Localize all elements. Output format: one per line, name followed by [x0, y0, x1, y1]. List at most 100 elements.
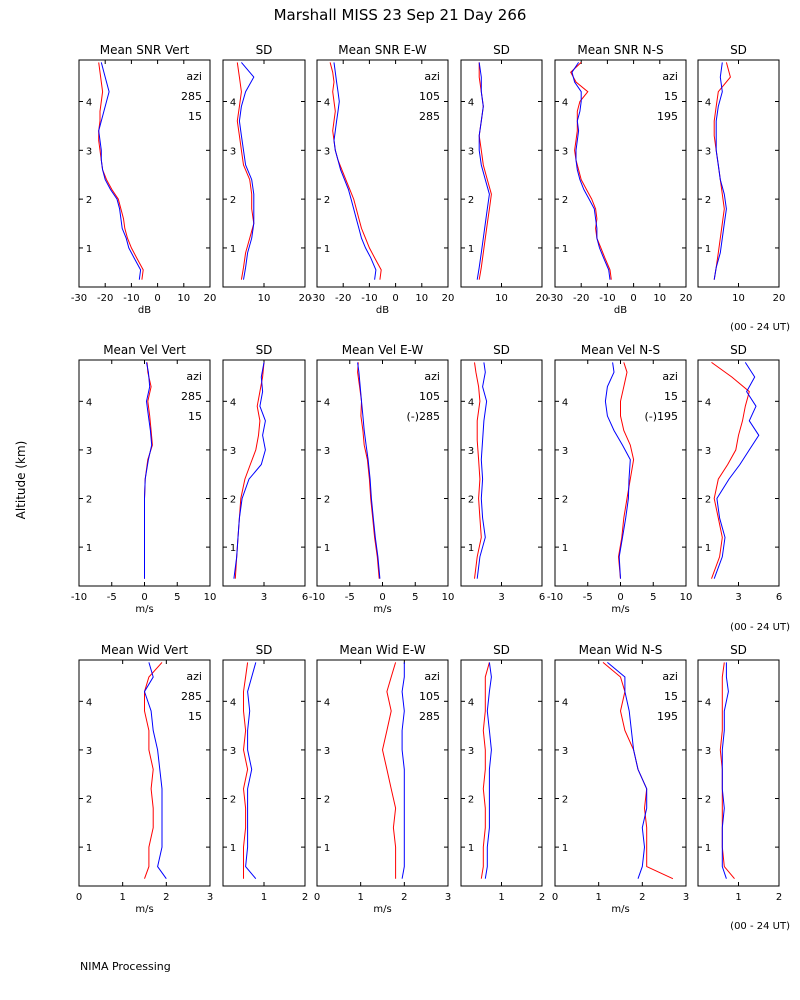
x-tick-label: -10 — [599, 293, 615, 304]
x-tick-label: 0 — [141, 592, 147, 603]
legend-blue: 15 — [188, 410, 202, 423]
y-tick-label: 2 — [705, 195, 711, 206]
series-line-blue — [604, 362, 631, 579]
x-tick-label: 0 — [314, 892, 320, 903]
series-line-red — [474, 362, 482, 579]
y-tick-label: 3 — [468, 446, 474, 457]
legend-red: 105 — [419, 390, 440, 403]
panel-title: SD — [730, 643, 747, 657]
time-note-row-3: (00 - 24 UT) — [730, 921, 790, 932]
y-tick-label: 4 — [86, 697, 92, 708]
panel-snr-2: Mean SNR E-W 1 2 3 4 -30 -20 -10 0 10 20 dB azi 105 28… — [309, 43, 455, 316]
y-tick-label: 4 — [562, 697, 568, 708]
x-axis-label: dB — [138, 305, 151, 316]
panel-title: Mean SNR E-W — [338, 43, 427, 57]
x-tick-label: 20 — [442, 293, 455, 304]
x-tick-label: 2 — [776, 892, 782, 903]
x-tick-label: -10 — [361, 293, 377, 304]
y-tick-label: 1 — [86, 244, 92, 255]
y-tick-label: 4 — [705, 97, 711, 108]
x-tick-label: 0 — [392, 293, 398, 304]
legend-red: 15 — [664, 90, 678, 103]
series-line-blue — [607, 662, 648, 879]
panel-wid-0: Mean Wid Vert 1 2 3 4 0 1 2 3 m/s azi 285 15 — [76, 643, 213, 915]
x-tick-label: -5 — [345, 592, 355, 603]
y-tick-label: 3 — [705, 446, 711, 457]
panel-title: SD — [730, 343, 747, 357]
series-line-red — [570, 62, 612, 280]
series-line-blue — [143, 662, 167, 879]
legend-header: azi — [186, 670, 202, 683]
series-line-blue — [401, 662, 405, 879]
panel-title: Mean SNR Vert — [100, 43, 190, 57]
panel-title: SD — [256, 343, 273, 357]
x-tick-label: 2 — [401, 892, 407, 903]
x-tick-label: 10 — [258, 293, 271, 304]
series-line-red — [242, 662, 249, 879]
y-tick-label: 2 — [705, 495, 711, 506]
y-tick-label: 4 — [468, 97, 474, 108]
series-line-red — [480, 662, 490, 879]
series-line-red — [602, 662, 674, 880]
legend-blue: (-)195 — [644, 410, 678, 423]
x-tick-label: 6 — [776, 592, 782, 603]
x-tick-label: -5 — [107, 592, 117, 603]
x-tick-label: -10 — [309, 592, 325, 603]
y-tick-label: 3 — [230, 146, 236, 157]
panel-wid-3: SD 1 2 3 4 1 2 — [460, 643, 545, 903]
y-tick-label: 4 — [324, 397, 330, 408]
x-tick-label: 10 — [204, 592, 217, 603]
legend-red: 15 — [664, 390, 678, 403]
x-tick-label: 0 — [630, 293, 636, 304]
series-line-red — [234, 362, 265, 579]
panel-title: Mean Vel E-W — [342, 343, 424, 357]
x-tick-label: -20 — [97, 293, 113, 304]
y-tick-label: 2 — [230, 495, 236, 506]
y-tick-label: 1 — [705, 843, 711, 854]
y-tick-label: 2 — [562, 495, 568, 506]
series-line-red — [98, 62, 144, 280]
y-tick-label: 1 — [468, 244, 474, 255]
x-tick-label: 20 — [680, 293, 693, 304]
panel-title: SD — [493, 343, 510, 357]
panel-frame — [316, 59, 449, 288]
x-tick-label: 1 — [357, 892, 363, 903]
series-line-red — [236, 62, 255, 280]
x-tick-label: 0 — [552, 892, 558, 903]
x-tick-label: 5 — [174, 592, 180, 603]
panel-title: SD — [256, 643, 273, 657]
x-axis-label: m/s — [611, 904, 629, 915]
x-tick-label: 2 — [639, 892, 645, 903]
y-tick-label: 3 — [324, 746, 330, 757]
y-tick-label: 3 — [324, 446, 330, 457]
x-axis-label: m/s — [135, 904, 153, 915]
panel-title: SD — [730, 43, 747, 57]
panel-frame — [316, 659, 449, 887]
panel-vel-0: Mean Vel Vert 1 2 3 4 -10 -5 0 5 10 m/s azi 285 15 — [71, 343, 217, 615]
series-line-blue — [713, 362, 760, 579]
series-line-red — [144, 662, 163, 879]
legend-header: azi — [424, 70, 440, 83]
panel-title: Mean Wid Vert — [101, 643, 188, 657]
x-tick-label: 3 — [735, 592, 741, 603]
legend-header: azi — [662, 670, 678, 683]
y-tick-label: 3 — [562, 146, 568, 157]
x-tick-label: 10 — [442, 592, 455, 603]
series-line-blue — [476, 362, 488, 579]
series-line-blue — [238, 62, 255, 280]
y-tick-label: 2 — [86, 495, 92, 506]
legend-red: 105 — [419, 690, 440, 703]
y-tick-label: 2 — [468, 495, 474, 506]
panel-vel-5: SD 1 2 3 4 3 6 — [697, 343, 782, 603]
x-tick-label: 20 — [773, 293, 786, 304]
panel-title: Mean SNR N-S — [577, 43, 663, 57]
x-tick-label: 0 — [76, 892, 82, 903]
legend-blue: 285 — [419, 710, 440, 723]
y-tick-label: 1 — [468, 543, 474, 554]
y-tick-label: 4 — [562, 397, 568, 408]
series-line-blue — [571, 62, 611, 280]
x-tick-label: -5 — [583, 592, 593, 603]
series-line-blue — [357, 362, 381, 579]
